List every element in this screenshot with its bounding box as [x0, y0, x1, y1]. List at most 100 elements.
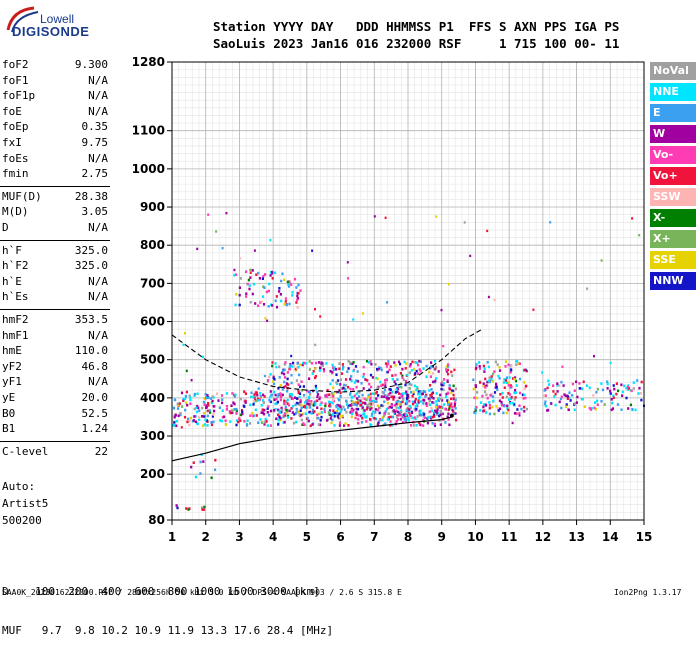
- param-value: N/A: [88, 221, 108, 234]
- echo-dot: [431, 372, 434, 375]
- echo-dot: [368, 388, 371, 392]
- echo-dot: [342, 405, 345, 409]
- echo-dot: [259, 395, 262, 398]
- echo-dot: [385, 378, 388, 382]
- echo-dot: [426, 421, 429, 425]
- echo-dot: [256, 393, 259, 397]
- echo-dot: [429, 375, 432, 378]
- echo-dot: [487, 295, 490, 299]
- echo-dot: [593, 355, 595, 358]
- echo-dot: [544, 400, 547, 403]
- echo-dot: [336, 414, 339, 418]
- legend-item: NoVal: [650, 62, 696, 80]
- echo-dot: [351, 410, 354, 414]
- echo-dot: [269, 400, 272, 404]
- echo-dot: [295, 301, 298, 304]
- echo-dot: [430, 361, 433, 364]
- param-name: foF2: [2, 58, 29, 71]
- echo-dot: [175, 424, 178, 428]
- echo-dot: [493, 370, 496, 373]
- echo-dot: [627, 387, 631, 390]
- echo-dot: [414, 361, 417, 364]
- echo-dot: [350, 412, 353, 416]
- echo-dot: [446, 415, 449, 419]
- echo-dot: [497, 374, 500, 378]
- echo-dot: [429, 403, 432, 406]
- echo-dot: [257, 421, 260, 424]
- echo-dot: [402, 398, 405, 401]
- echo-dot: [496, 388, 499, 392]
- echo-dot: [401, 421, 405, 424]
- param-row: foEs N/A: [2, 152, 108, 168]
- echo-dot: [484, 404, 488, 407]
- echo-dot: [189, 402, 192, 405]
- echo-dot: [556, 382, 559, 385]
- echo-dot: [442, 383, 445, 387]
- echo-dot: [300, 406, 303, 410]
- echo-dot: [463, 221, 466, 224]
- echo-dot: [439, 409, 442, 413]
- echo-dot: [479, 409, 482, 412]
- echo-dot: [373, 215, 376, 218]
- echo-dot: [234, 393, 237, 397]
- echo-dot: [352, 318, 355, 321]
- echo-dot: [199, 460, 202, 464]
- echo-dot: [266, 411, 269, 414]
- echo-dot: [638, 386, 641, 390]
- echo-dot: [290, 417, 293, 420]
- echo-dot: [497, 409, 500, 412]
- echo-dot: [328, 404, 331, 408]
- param-value: 46.8: [81, 359, 109, 373]
- echo-dot: [505, 381, 508, 384]
- param-name: foF1: [2, 73, 29, 87]
- echo-dot: [414, 397, 417, 401]
- echo-dot: [287, 403, 291, 407]
- echo-dot: [509, 402, 512, 405]
- echo-dot: [234, 303, 237, 307]
- echo-dot: [349, 404, 352, 407]
- echo-dot: [193, 392, 196, 396]
- echo-dot: [369, 360, 372, 363]
- echo-dot: [300, 389, 303, 392]
- echo-dot: [448, 423, 451, 427]
- echo-dot: [491, 380, 495, 383]
- echo-dot: [299, 409, 302, 412]
- echo-dot: [621, 390, 624, 394]
- echo-dot: [345, 403, 349, 406]
- echo-dot: [454, 412, 457, 415]
- echo-dot: [344, 378, 348, 381]
- echo-dot: [560, 406, 563, 410]
- echo-dot: [377, 367, 380, 371]
- echo-dot: [220, 419, 224, 423]
- echo-dot: [493, 391, 497, 394]
- echo-dot: [592, 394, 595, 397]
- echo-dot: [376, 367, 379, 371]
- echo-dot: [381, 404, 385, 408]
- echo-dot: [247, 278, 250, 282]
- echo-dot: [295, 286, 298, 289]
- echo-dot: [263, 423, 266, 426]
- echo-dot: [596, 403, 599, 406]
- echo-dot: [268, 398, 271, 402]
- echo-dot: [230, 404, 233, 407]
- echo-dot: [396, 414, 399, 417]
- echo-dot: [249, 414, 252, 417]
- echo-dot: [370, 399, 373, 403]
- echo-dot: [476, 391, 479, 394]
- echo-dot: [233, 402, 236, 406]
- echo-dot: [285, 382, 288, 385]
- echo-dot: [218, 406, 221, 409]
- echo-dot: [409, 416, 412, 420]
- echo-dot: [498, 369, 502, 372]
- echo-dot: [290, 354, 293, 358]
- echo-dot: [424, 390, 427, 394]
- echo-dot: [610, 408, 613, 412]
- echo-dot: [179, 413, 182, 417]
- echo-dot: [260, 411, 263, 414]
- echo-dot: [260, 404, 263, 407]
- echo-dot: [498, 366, 501, 369]
- echo-dot: [206, 414, 209, 418]
- echo-dot: [216, 392, 219, 396]
- echo-dot: [297, 410, 300, 414]
- echo-dot: [297, 365, 300, 369]
